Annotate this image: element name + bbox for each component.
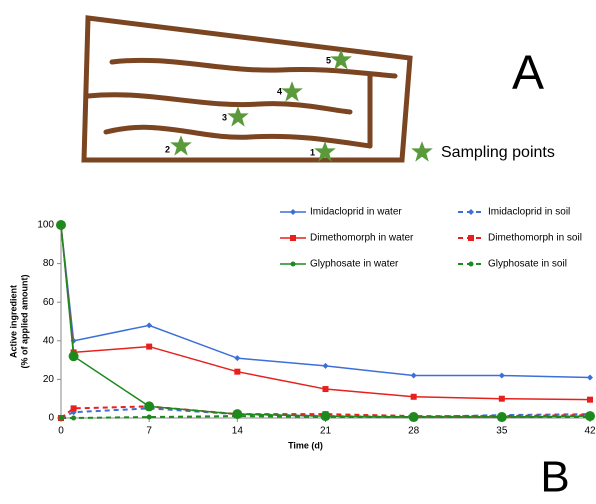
x-tick-label: 21	[320, 426, 332, 437]
chart: 0 20 40 60 80 100 0 7 14 21 28 35 42 Time (d) Active i…	[8, 207, 596, 451]
series-line	[61, 225, 590, 400]
page: 1 2 3 4 5 Sampling points A B 0 20 40 60 80 1…	[0, 0, 596, 504]
marker	[499, 373, 505, 379]
marker	[587, 374, 593, 380]
x-tick-label: 7	[146, 426, 152, 437]
legend-label: Glyphosate in soil	[488, 259, 567, 270]
marker	[146, 322, 152, 328]
marker	[56, 220, 66, 230]
legend-marker	[468, 209, 474, 215]
legend-marker	[291, 262, 296, 267]
legend-label: Imidacloprid in soil	[488, 207, 570, 218]
marker	[146, 344, 152, 350]
legend-label: Dimethomorph in soil	[488, 233, 582, 244]
marker	[147, 415, 152, 420]
point-label: 1	[310, 147, 315, 157]
legend-marker	[290, 235, 296, 241]
marker	[411, 415, 416, 420]
marker	[411, 373, 417, 379]
marker	[59, 416, 64, 421]
x-tick-label: 28	[408, 426, 420, 437]
legend-label: Imidacloprid in water	[310, 207, 402, 218]
y-tick-label: 0	[48, 413, 54, 424]
series-line	[61, 225, 590, 377]
legend-label: Dimethomorph in water	[310, 233, 414, 244]
legend-text: Sampling points	[441, 144, 555, 161]
point-label: 4	[277, 86, 282, 96]
marker	[71, 416, 76, 421]
marker	[234, 355, 240, 361]
point-label: 5	[326, 55, 331, 65]
marker	[234, 369, 240, 375]
marker	[235, 414, 240, 419]
y-axis-label: Active ingredient	[8, 285, 18, 358]
marker	[499, 396, 505, 402]
point-label: 3	[222, 112, 227, 122]
marker	[71, 405, 77, 411]
panel-label: A	[512, 47, 544, 100]
figure: 1 2 3 4 5 Sampling points A B 0 20 40 60 80 1…	[0, 0, 596, 504]
marker	[587, 397, 593, 403]
marker	[323, 363, 329, 369]
y-tick-label: 60	[43, 297, 55, 308]
x-axis-label: Time (d)	[288, 440, 323, 450]
legend-marker	[468, 235, 474, 241]
y-tick-label: 40	[43, 335, 55, 346]
marker	[144, 401, 154, 411]
legend-marker	[290, 209, 296, 215]
x-tick-label: 14	[232, 426, 244, 437]
point-label: 2	[165, 144, 170, 154]
x-tick-label: 0	[58, 426, 64, 437]
x-tick-label: 35	[496, 426, 508, 437]
y-tick-label: 80	[43, 258, 55, 269]
marker	[588, 415, 593, 420]
panel-label: B	[540, 453, 569, 502]
marker	[323, 386, 329, 392]
marker	[323, 415, 328, 420]
marker	[499, 415, 504, 420]
legend-marker	[469, 262, 474, 267]
marker	[411, 394, 417, 400]
marker	[69, 351, 79, 361]
y-axis-label: (% of applied amount)	[19, 275, 29, 369]
y-tick-label: 20	[43, 374, 55, 385]
field-map	[84, 18, 410, 160]
x-tick-label: 42	[584, 426, 596, 437]
legend-label: Glyphosate in water	[310, 259, 399, 270]
y-tick-label: 100	[37, 220, 54, 231]
